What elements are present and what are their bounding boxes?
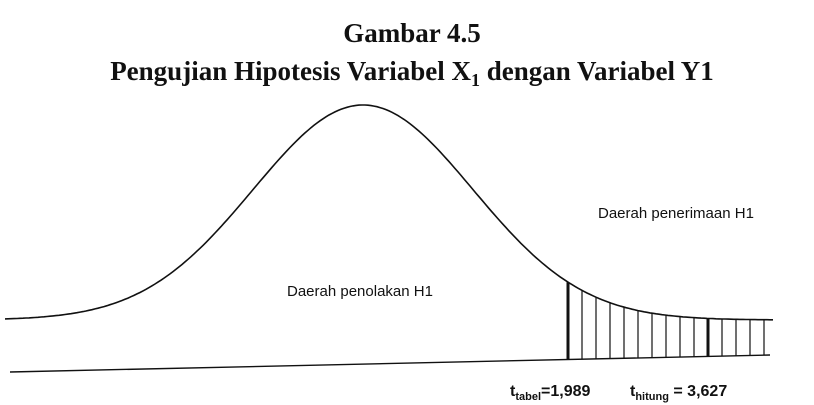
title-text: dengan Variabel Y1 bbox=[480, 56, 714, 86]
rejection-label: Daerah penolakan H1 bbox=[287, 283, 433, 300]
normal-curve-drawing bbox=[4, 104, 773, 373]
title-subscript: 1 bbox=[471, 70, 480, 90]
subscript: tabel bbox=[515, 391, 541, 403]
figure-title: Pengujian Hipotesis Variabel X1 dengan V… bbox=[110, 56, 714, 90]
symbol: t bbox=[510, 383, 516, 400]
baseline bbox=[9, 354, 771, 373]
value: = 3,627 bbox=[669, 383, 727, 400]
figure-number: Gambar 4.5 bbox=[343, 18, 481, 48]
subscript: hitung bbox=[635, 391, 669, 403]
t-table-label: ttabel=1,989 bbox=[510, 383, 591, 403]
acceptance-label: Daerah penerimaan H1 bbox=[598, 205, 754, 222]
symbol: t bbox=[630, 383, 636, 400]
value: =1,989 bbox=[541, 383, 590, 400]
title-text: Pengujian Hipotesis Variabel X bbox=[110, 56, 471, 86]
t-count-label: thitung = 3,627 bbox=[630, 383, 727, 403]
curve bbox=[4, 104, 773, 321]
